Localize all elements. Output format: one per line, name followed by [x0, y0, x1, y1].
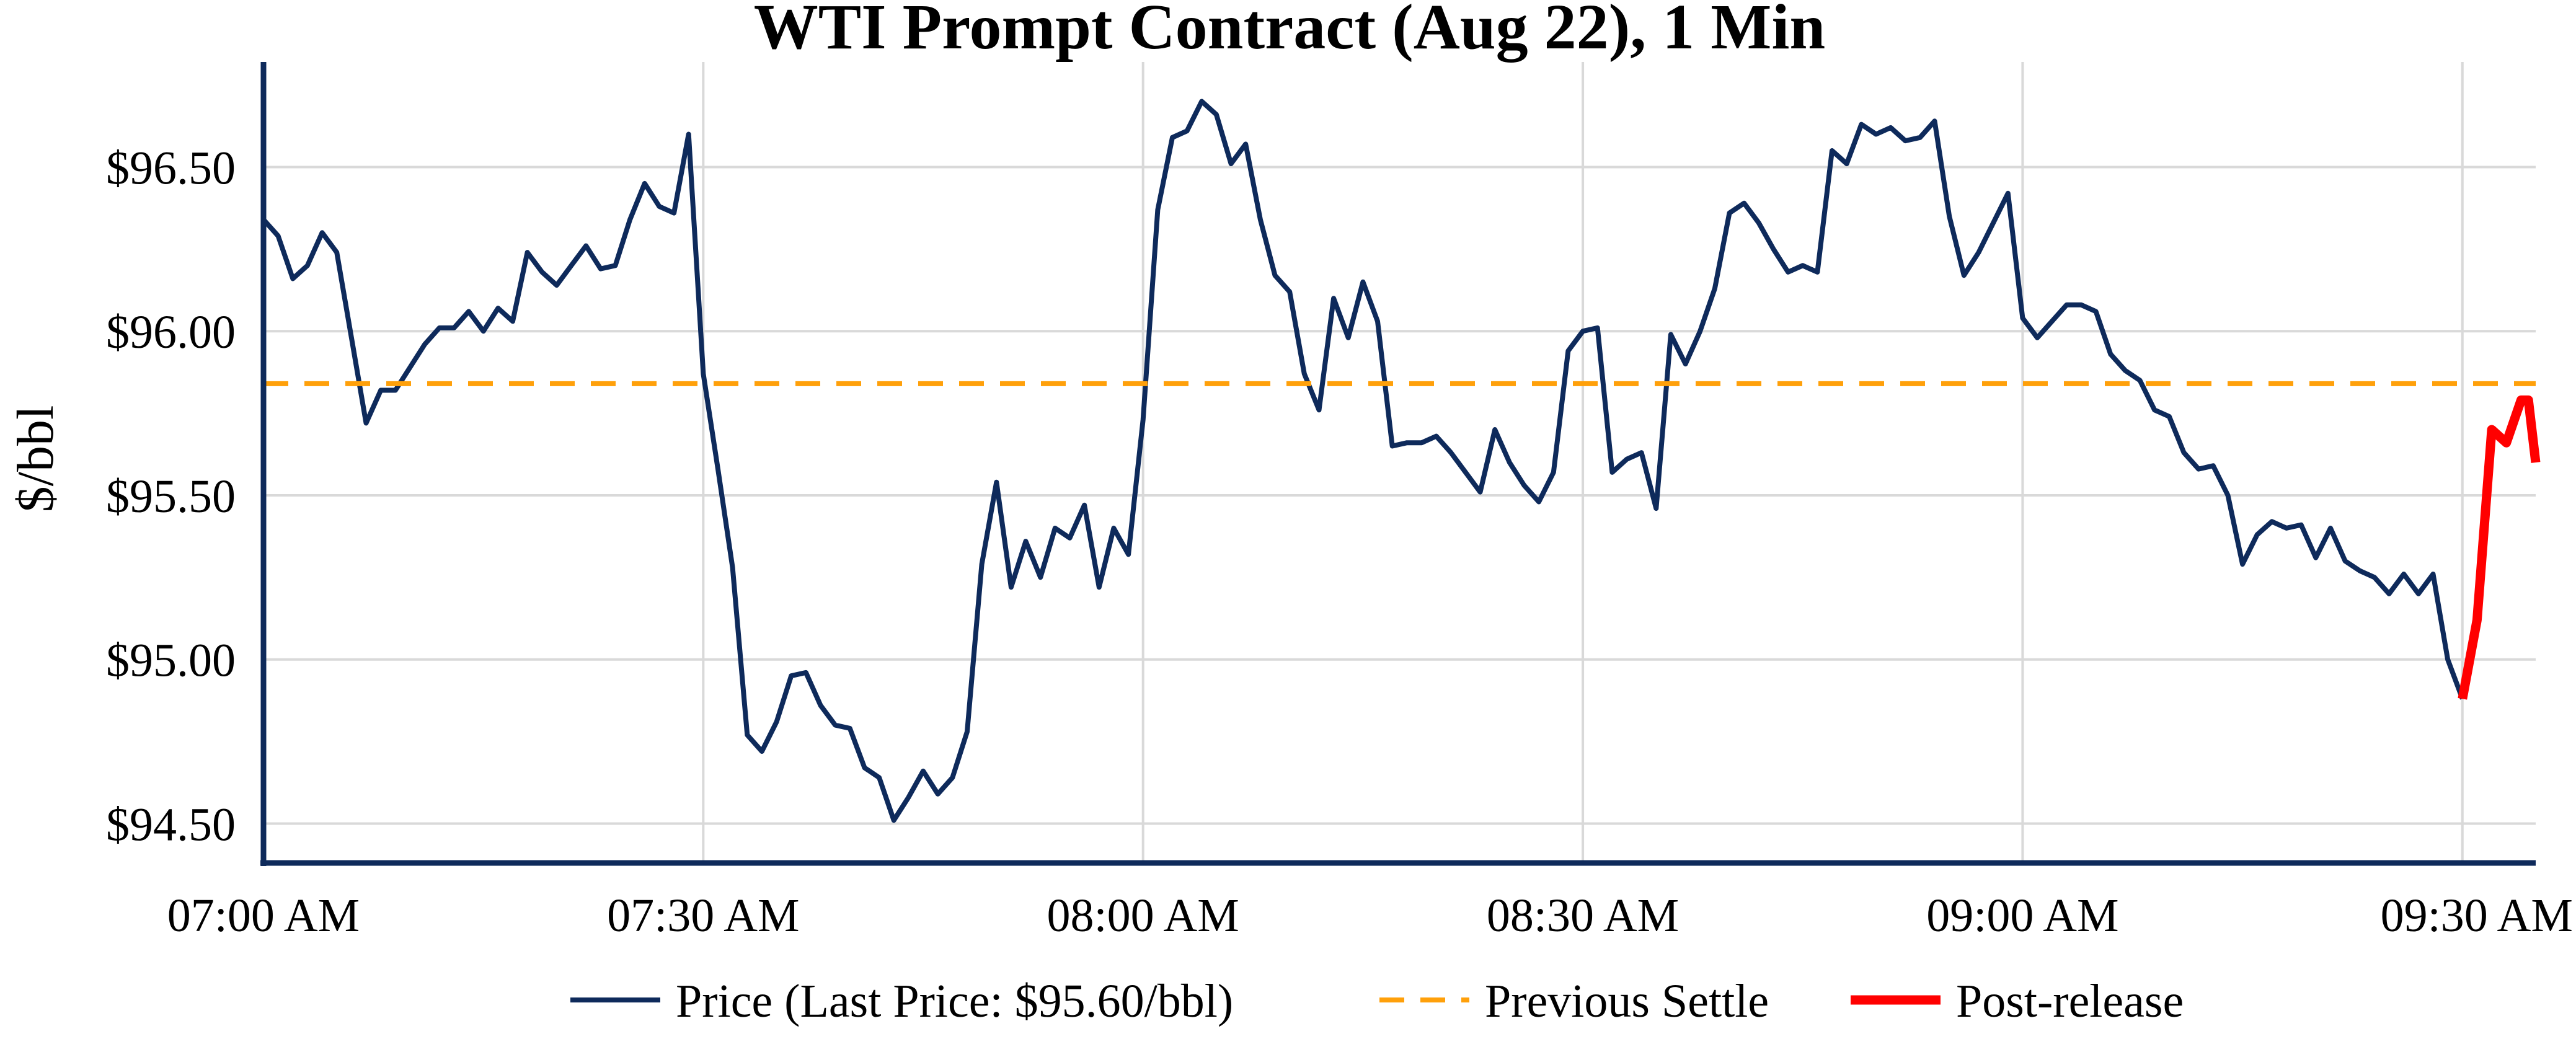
y-tick-label: $95.50 [106, 471, 236, 523]
x-tick-label: 08:00 AM [1047, 890, 1239, 942]
x-tick-label: 08:30 AM [1487, 890, 1679, 942]
y-tick-label: $95.00 [106, 635, 236, 687]
legend: Price (Last Price: $95.60/bbl) Previous S… [570, 975, 2184, 1027]
legend-label-previous-settle: Previous Settle [1485, 975, 1769, 1027]
series-layer [262, 99, 2541, 823]
series-line-price-last-price-95-60-bbl [262, 99, 2465, 823]
x-tick-label: 09:00 AM [1926, 890, 2118, 942]
axes [260, 62, 2536, 866]
x-tick-label: 09:30 AM [2381, 890, 2573, 942]
y-tick-label: $96.00 [106, 306, 236, 358]
x-tick-labels: 07:00 AM 07:30 AM 08:00 AM 08:30 AM 09:00 AM… [167, 890, 2573, 942]
y-axis-label: $/bbl [7, 405, 64, 513]
chart-title: WTI Prompt Contract (Aug 22), 1 Min [754, 0, 1825, 63]
series-line-post-release [2458, 395, 2541, 700]
y-tick-labels: $94.50 $95.00 $95.50 $96.00 $96.50 [106, 142, 236, 851]
x-tick-label: 07:00 AM [167, 890, 360, 942]
y-tick-label: $96.50 [106, 142, 236, 194]
y-tick-label: $94.50 [106, 798, 236, 851]
legend-label-post-release: Post-release [1956, 975, 2184, 1027]
legend-label-price-last-price-95-60-bbl: Price (Last Price: $95.60/bbl) [676, 975, 1233, 1027]
grid [262, 62, 2536, 863]
x-tick-label: 07:30 AM [607, 890, 799, 942]
